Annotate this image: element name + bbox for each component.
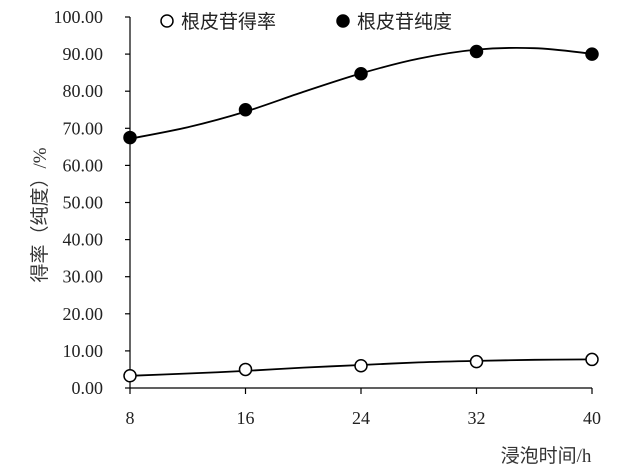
x-tick-label: 32 (468, 408, 486, 428)
y-tick-label: 30.00 (63, 267, 104, 287)
x-axis-title: 浸泡时间/h (501, 445, 592, 467)
legend-marker-purity (336, 14, 350, 28)
axes (125, 16, 593, 394)
data-point-purity (585, 47, 599, 61)
y-tick-label: 80.00 (63, 81, 104, 101)
y-tick-label: 90.00 (63, 44, 104, 64)
series-layer (123, 44, 599, 383)
y-tick-label: 20.00 (63, 304, 104, 324)
data-point-purity (238, 103, 253, 117)
y-tick-label: 50.00 (63, 193, 104, 213)
x-tick-label: 8 (126, 408, 135, 428)
legend-marker-yield (160, 14, 174, 28)
data-point-yield (585, 352, 599, 367)
data-point-yield (238, 362, 253, 377)
legend-label-yield: 根皮苷得率 (181, 11, 276, 33)
data-point-yield (469, 354, 484, 369)
data-point-purity (354, 67, 368, 81)
data-point-yield (354, 358, 368, 373)
data-point-yield (123, 369, 137, 383)
legend: 根皮苷得率 根皮苷纯度 (160, 11, 452, 33)
y-tick-label: 60.00 (63, 155, 104, 175)
y-tick-label: 100.00 (54, 7, 104, 27)
x-tick-label: 24 (352, 408, 370, 428)
trend-line-purity (129, 46, 593, 140)
y-tick-label: 40.00 (63, 230, 104, 250)
x-tick-label: 16 (237, 408, 255, 428)
tick-labels: 0.00 10.00 20.00 30.00 40.00 50.00 60.00 70.00 8… (54, 7, 602, 428)
y-tick-label: 10.00 (63, 341, 104, 361)
data-point-purity (123, 130, 137, 145)
x-tick-label: 40 (583, 408, 601, 428)
legend-label-purity: 根皮苷纯度 (357, 11, 452, 33)
y-axis-title: 得率（纯度）/% (29, 147, 51, 282)
y-tick-label: 70.00 (63, 118, 104, 138)
y-tick-label: 0.00 (72, 378, 104, 398)
data-point-purity (469, 44, 484, 59)
